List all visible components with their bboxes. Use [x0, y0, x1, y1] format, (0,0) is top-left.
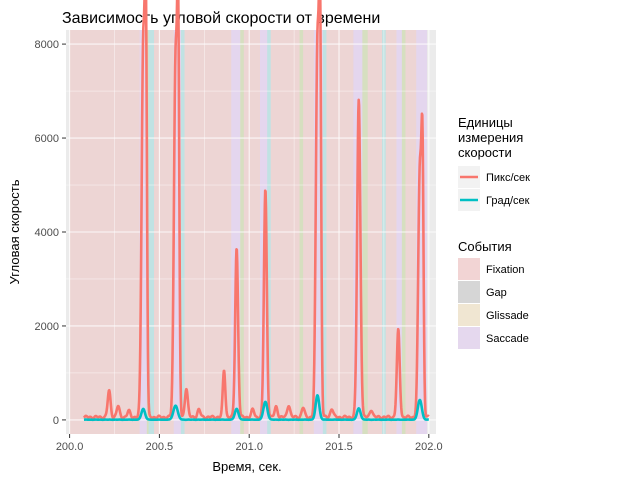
event-legend-label: Fixation [486, 264, 525, 276]
event-legend-swatch-fixation [458, 258, 480, 280]
events-legend: События Fixation Gap Glissade Saccade [458, 239, 529, 349]
x-tick-label: 200.0 [56, 441, 84, 453]
events-legend-title: События [458, 239, 512, 254]
y-axis-title: Угловая скорость [7, 179, 22, 284]
events-legend-items: Fixation Gap Glissade Saccade [458, 258, 529, 349]
y-tick-label: 6000 [35, 133, 59, 145]
event-legend-label: Glissade [486, 310, 529, 322]
y-tick-label: 2000 [35, 321, 59, 333]
x-axis-title: Время, сек. [212, 459, 281, 474]
x-tick-label: 200.5 [146, 441, 174, 453]
series-legend-title-line-2: измерения [458, 130, 523, 145]
series-legend-title-line-3: скорости [458, 145, 512, 160]
event-legend-swatch-glissade [458, 304, 480, 326]
event-legend-label: Gap [486, 287, 507, 299]
series-line-deg [83, 394, 430, 422]
series-legend-title-line-1: Единицы [458, 115, 513, 130]
chart-title: Зависимость угловой скорости от времени [62, 10, 380, 27]
series-legend-items: Пикс/сек Град/сек [458, 166, 530, 211]
x-axis-ticks: 200.0 200.5 201.0 201.5 202.0 [56, 434, 443, 453]
y-tick-label: 4000 [35, 227, 59, 239]
series-lines [82, 0, 430, 422]
series-line-px [82, 0, 430, 420]
series-legend-label: Град/сек [486, 195, 530, 207]
series-legend-title: Единицы измерения скорости [458, 115, 527, 160]
series-legend: Единицы измерения скорости Пикс/сек Град/… [458, 115, 530, 211]
y-tick-label: 8000 [35, 39, 59, 51]
x-tick-label: 201.5 [325, 441, 353, 453]
event-legend-swatch-saccade [458, 327, 480, 349]
series-legend-label: Пикс/сек [486, 172, 530, 184]
grid-lines [66, 30, 436, 434]
x-tick-label: 201.0 [235, 441, 263, 453]
event-legend-label: Saccade [486, 333, 529, 345]
y-tick-label: 0 [53, 415, 59, 427]
x-tick-label: 202.0 [415, 441, 443, 453]
y-axis-ticks: 0 2000 4000 6000 8000 [35, 39, 66, 427]
event-legend-swatch-gap [458, 281, 480, 303]
